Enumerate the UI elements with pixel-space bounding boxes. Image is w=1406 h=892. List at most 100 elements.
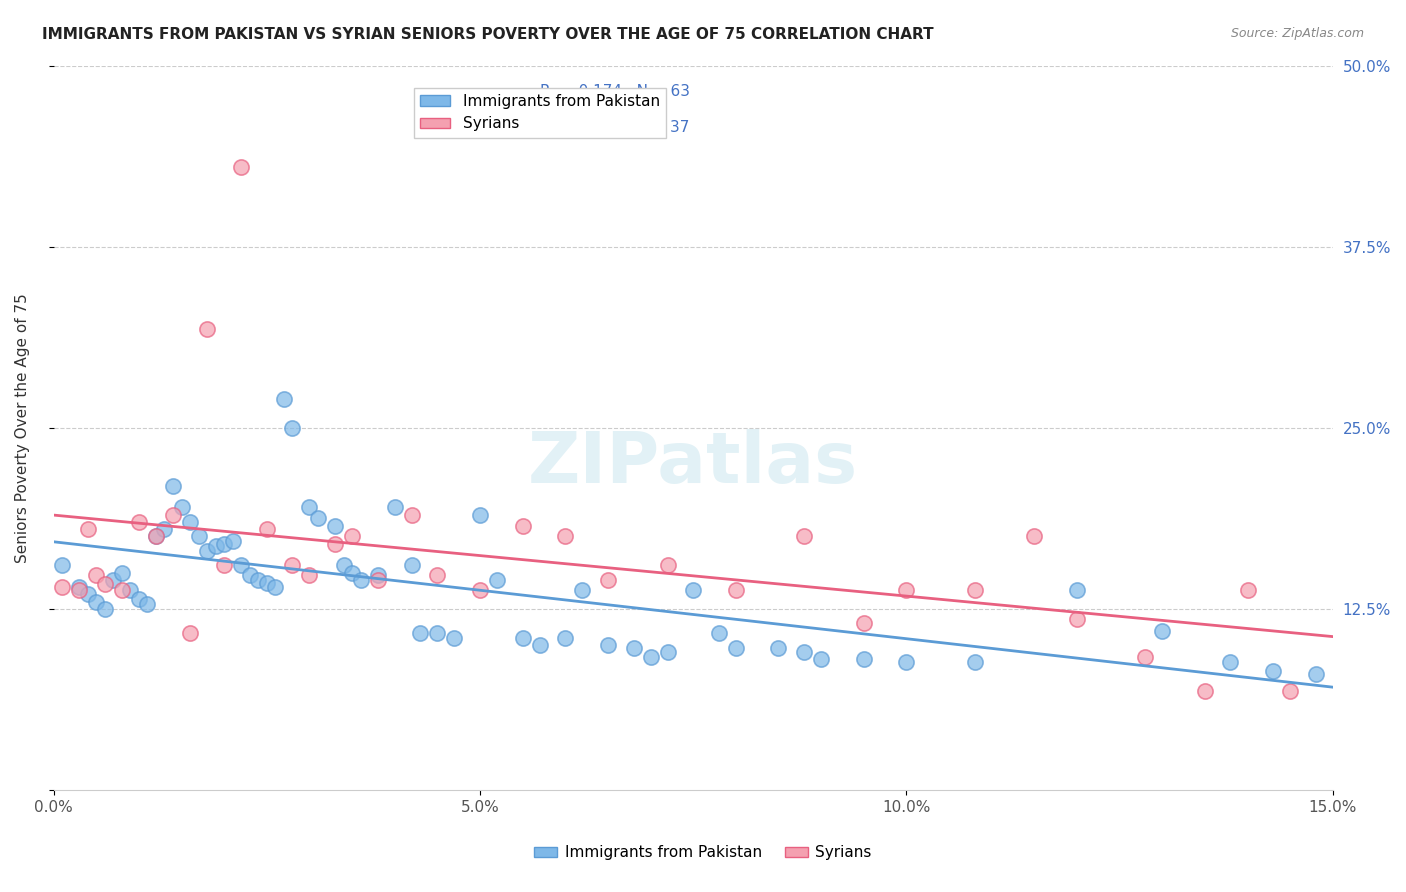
Point — [307, 510, 329, 524]
Y-axis label: Seniors Poverty Over the Age of 75: Seniors Poverty Over the Age of 75 — [15, 293, 30, 563]
Point — [512, 631, 534, 645]
Point — [298, 568, 321, 582]
Point — [682, 582, 704, 597]
Point — [179, 515, 201, 529]
Point — [298, 500, 321, 515]
Point — [1279, 684, 1302, 698]
Text: Source: ZipAtlas.com: Source: ZipAtlas.com — [1230, 27, 1364, 40]
Point — [426, 568, 449, 582]
Point — [1219, 656, 1241, 670]
Point — [162, 508, 184, 522]
Text: R =  0.031   N = 37: R = 0.031 N = 37 — [540, 120, 689, 135]
Point — [111, 566, 134, 580]
Point — [571, 582, 593, 597]
Point — [231, 160, 253, 174]
Point — [84, 594, 107, 608]
Point — [340, 529, 363, 543]
Point — [596, 638, 619, 652]
Point — [468, 582, 491, 597]
Point — [1066, 582, 1088, 597]
Point — [724, 582, 747, 597]
Point — [793, 529, 815, 543]
Point — [724, 640, 747, 655]
Point — [512, 519, 534, 533]
Point — [1152, 624, 1174, 638]
Point — [1066, 612, 1088, 626]
Point — [145, 529, 167, 543]
Point — [554, 631, 576, 645]
Point — [195, 544, 218, 558]
Point — [84, 568, 107, 582]
Point — [896, 582, 918, 597]
Point — [212, 536, 235, 550]
Point — [111, 582, 134, 597]
Point — [247, 573, 270, 587]
Point — [367, 568, 389, 582]
Point — [657, 645, 679, 659]
Point — [128, 515, 150, 529]
Point — [896, 656, 918, 670]
Point — [323, 536, 346, 550]
Point — [51, 580, 73, 594]
Point — [204, 540, 226, 554]
Point — [256, 575, 278, 590]
Point — [179, 626, 201, 640]
Point — [340, 566, 363, 580]
Point — [1261, 664, 1284, 678]
Point — [323, 519, 346, 533]
Text: R = -0.174   N = 63: R = -0.174 N = 63 — [540, 84, 690, 99]
Point — [349, 573, 371, 587]
Point — [281, 421, 304, 435]
Point — [273, 392, 295, 406]
Point — [103, 573, 125, 587]
Point — [768, 640, 790, 655]
Point — [170, 500, 193, 515]
Point — [76, 522, 98, 536]
Point — [231, 558, 253, 573]
Point — [384, 500, 406, 515]
Point — [256, 522, 278, 536]
Point — [94, 577, 117, 591]
Point — [443, 631, 465, 645]
Point — [94, 601, 117, 615]
Point — [657, 558, 679, 573]
Point — [401, 508, 423, 522]
Text: IMMIGRANTS FROM PAKISTAN VS SYRIAN SENIORS POVERTY OVER THE AGE OF 75 CORRELATIO: IMMIGRANTS FROM PAKISTAN VS SYRIAN SENIO… — [42, 27, 934, 42]
Point — [793, 645, 815, 659]
Point — [426, 626, 449, 640]
Point — [187, 529, 209, 543]
Point — [554, 529, 576, 543]
Point — [145, 529, 167, 543]
Point — [1236, 582, 1258, 597]
Point — [67, 580, 90, 594]
Point — [401, 558, 423, 573]
Point — [852, 616, 875, 631]
Point — [1133, 649, 1156, 664]
Point — [707, 626, 730, 640]
Point — [76, 587, 98, 601]
Point — [162, 478, 184, 492]
Point — [136, 598, 159, 612]
Point — [1194, 684, 1216, 698]
Point — [367, 573, 389, 587]
Point — [468, 508, 491, 522]
Point — [51, 558, 73, 573]
Legend: Immigrants from Pakistan, Syrians: Immigrants from Pakistan, Syrians — [529, 839, 877, 866]
Point — [264, 580, 287, 594]
Point — [963, 582, 986, 597]
Point — [1024, 529, 1046, 543]
Point — [281, 558, 304, 573]
Point — [222, 533, 245, 548]
Point — [852, 652, 875, 666]
Point — [810, 652, 832, 666]
Point — [332, 558, 354, 573]
Point — [67, 582, 90, 597]
Point — [1305, 667, 1327, 681]
Point — [212, 558, 235, 573]
Point — [640, 649, 662, 664]
Point — [195, 322, 218, 336]
Point — [153, 522, 176, 536]
Point — [486, 573, 509, 587]
Text: ZIPatlas: ZIPatlas — [529, 429, 858, 499]
Legend: Immigrants from Pakistan, Syrians: Immigrants from Pakistan, Syrians — [413, 87, 666, 137]
